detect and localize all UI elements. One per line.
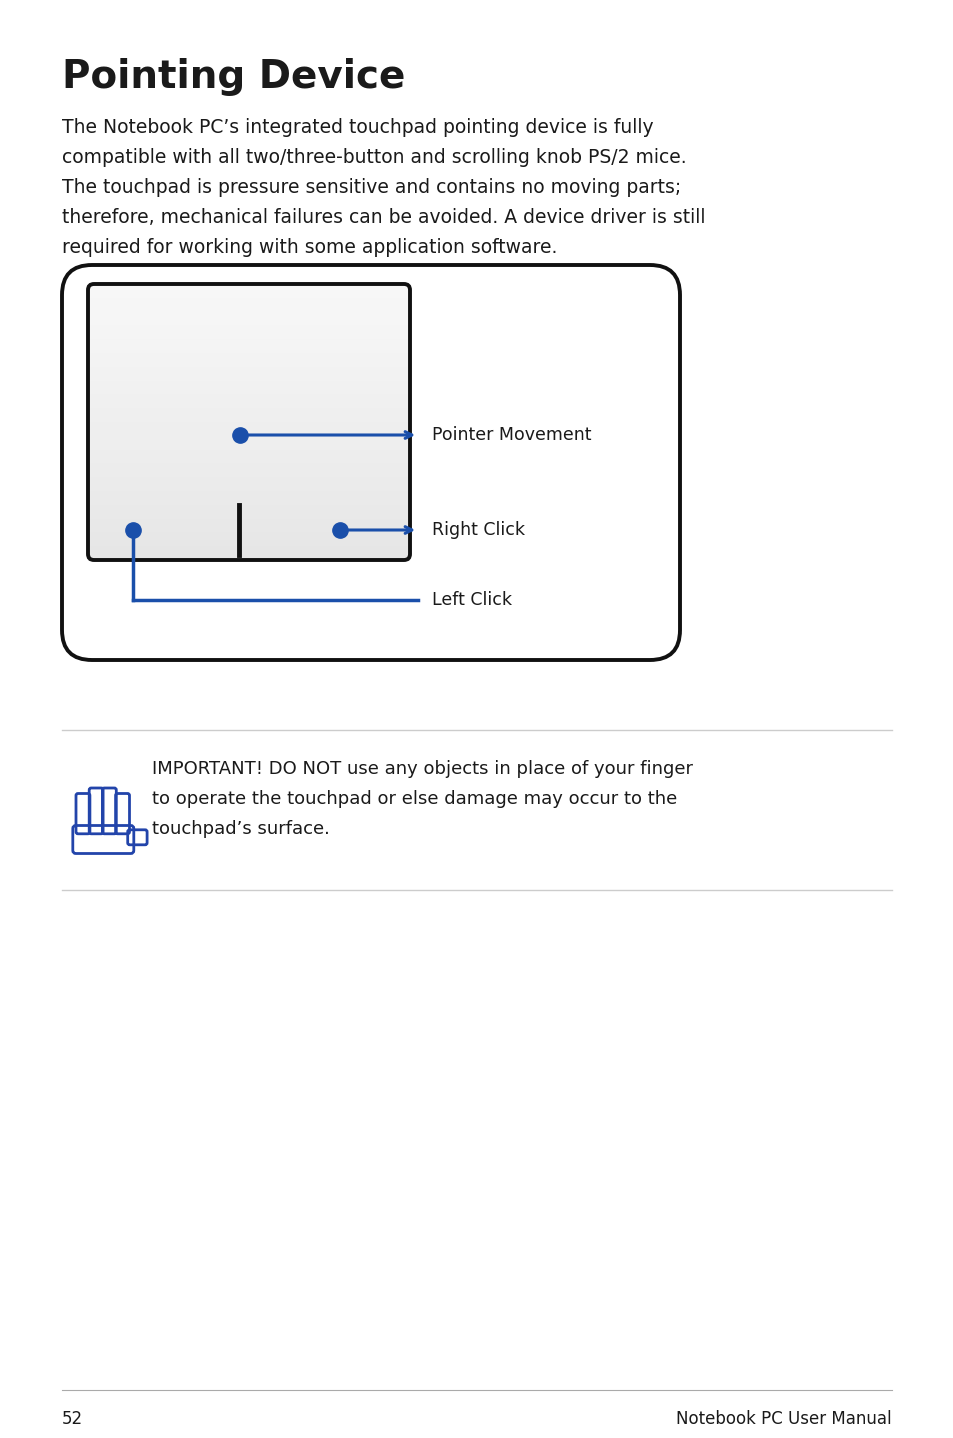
Bar	[88, 283, 410, 559]
Bar	[88, 394, 410, 410]
Bar	[88, 408, 410, 423]
Text: touchpad’s surface.: touchpad’s surface.	[152, 820, 330, 838]
Bar	[88, 505, 410, 519]
Text: Pointer Movement: Pointer Movement	[432, 426, 591, 444]
Text: The Notebook PC’s integrated touchpad pointing device is fully: The Notebook PC’s integrated touchpad po…	[62, 118, 653, 137]
Text: 52: 52	[62, 1411, 83, 1428]
Text: required for working with some application software.: required for working with some applicati…	[62, 239, 557, 257]
Bar	[88, 519, 410, 533]
Bar	[88, 490, 410, 506]
Bar	[88, 367, 410, 381]
Bar	[88, 352, 410, 368]
Bar	[88, 546, 410, 561]
Text: compatible with all two/three-button and scrolling knob PS/2 mice.: compatible with all two/three-button and…	[62, 148, 686, 167]
Text: to operate the touchpad or else damage may occur to the: to operate the touchpad or else damage m…	[152, 789, 677, 808]
Text: therefore, mechanical failures can be avoided. A device driver is still: therefore, mechanical failures can be av…	[62, 209, 705, 227]
Text: Notebook PC User Manual: Notebook PC User Manual	[676, 1411, 891, 1428]
Text: IMPORTANT! DO NOT use any objects in place of your finger: IMPORTANT! DO NOT use any objects in pla…	[152, 761, 692, 778]
FancyBboxPatch shape	[62, 265, 679, 660]
Bar	[88, 381, 410, 395]
Bar	[88, 463, 410, 479]
Bar	[88, 298, 410, 312]
Bar	[88, 450, 410, 464]
Bar	[88, 532, 410, 548]
Bar	[88, 339, 410, 354]
Bar	[88, 436, 410, 450]
Text: The touchpad is pressure sensitive and contains no moving parts;: The touchpad is pressure sensitive and c…	[62, 178, 680, 197]
Bar	[88, 312, 410, 326]
Bar	[88, 283, 410, 299]
Text: Left Click: Left Click	[432, 591, 512, 610]
Bar	[88, 421, 410, 437]
Text: Right Click: Right Click	[432, 521, 524, 539]
Text: Pointing Device: Pointing Device	[62, 58, 405, 96]
Bar	[88, 325, 410, 341]
Bar	[88, 477, 410, 492]
